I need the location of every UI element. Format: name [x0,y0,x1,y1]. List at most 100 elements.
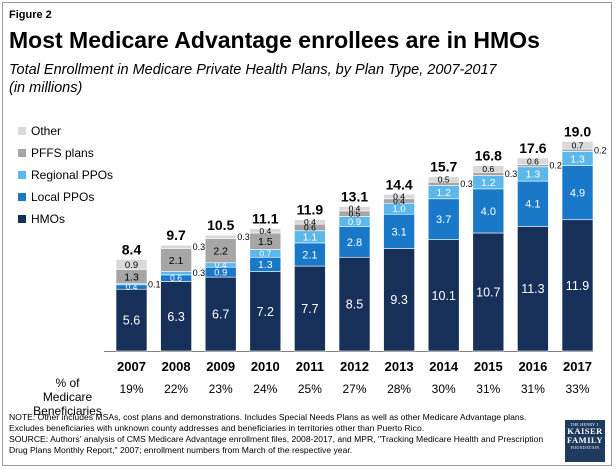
data-label-pffs-2016: 0.2 [549,161,562,171]
chart-subtitle: Total Enrollment in Medicare Private Hea… [9,61,529,97]
data-label-hmo-2016: 11.3 [521,282,544,296]
data-label-other-2016: 0.6 [527,156,539,166]
bar-segment-local_ppo-2013 [383,213,415,249]
bar-segment-hmo-2012 [338,256,371,352]
total-label-2014: 15.7 [430,159,457,175]
total-label-2015: 16.8 [475,148,502,164]
total-label-2017: 19.0 [564,123,591,139]
chart-notes: NOTE: Other includes MSAs, cost plans an… [9,412,554,456]
source-text: SOURCE: Authors' analysis of CMS Medicar… [9,434,544,455]
x-tick-label-2016: 2016 [518,359,547,374]
x-tick-label-2015: 2015 [474,359,503,374]
data-label-local_ppo-2017: 4.9 [570,188,585,200]
pct-beneficiaries-2017: 33% [565,382,589,396]
pct-beneficiaries-2009: 23% [209,382,233,396]
data-label-pffs-2013: 0.4 [393,196,405,206]
total-label-2011: 11.9 [297,202,324,218]
bar-segment-hmo-2014 [427,239,460,352]
bar-segment-local_ppo-2012 [338,226,371,258]
data-label-regional_ppo-2017: 1.3 [570,153,585,165]
pct-beneficiaries-2011: 25% [298,382,322,396]
data-label-hmo-2017: 11.9 [566,279,589,293]
data-label-local_ppo-2015: 4.0 [481,206,496,218]
data-label-local_ppo-2007: 0.4 [126,282,138,292]
data-label-other-2007: 0.9 [125,260,138,271]
legend-swatch-local_ppo [17,192,27,202]
bar-segment-other-2008 [160,244,192,249]
kff-logo: THE HENRY J. KAISER FAMILY FOUNDATION [565,420,605,462]
data-label-other-2010: 0.4 [259,226,271,236]
data-label-hmo-2009: 6.7 [212,308,229,322]
data-label-regional_ppo-2014: 1.2 [436,187,451,199]
pct-beneficiaries-2013: 28% [387,382,411,396]
legend-swatch-regional_ppo [17,170,27,180]
bar-segment-other-2017 [561,141,594,150]
bar-segment-hmo-2016 [517,226,549,352]
data-label-local_ppo-2010: 1.3 [258,259,273,271]
legend-item-other: Other [17,120,113,142]
legend-item-hmo: HMOs [17,208,113,230]
legend-item-pffs: PFFS plans [17,142,113,164]
note-text: NOTE: Other includes MSAs, cost plans an… [9,412,527,433]
total-label-2009: 10.5 [207,217,234,233]
data-label-other-2012: 0.4 [349,204,361,214]
data-label-pffs-2014: 0.3 [460,179,473,189]
data-label-regional_ppo-2009: 0.4 [215,260,227,270]
chart-title: Most Medicare Advantage enrollees are in… [9,27,540,53]
bar-segment-regional_ppo-2008 [160,271,192,276]
legend-swatch-pffs [17,148,27,158]
data-label-other-2013: 0.4 [393,192,405,202]
legend-label-local_ppo: Local PPOs [31,190,95,204]
bar-segment-other-2009 [204,234,237,239]
legend-label-hmo: HMOs [31,212,65,226]
bar-segment-hmo-2007 [115,288,148,352]
bar-segment-hmo-2017 [561,219,594,352]
legend-label-regional_ppo: Regional PPOs [31,168,114,182]
x-tick-label-2011: 2011 [296,359,324,374]
x-tick-label-2012: 2012 [340,359,369,374]
chart-legend: Other PFFS plans Regional PPOs Local PPOs HM… [17,120,113,230]
data-label-regional_ppo-2012: 0.9 [348,217,361,228]
data-label-pffs-2012: 0.5 [349,209,361,219]
pct-beneficiaries-2015: 31% [476,382,500,396]
data-label-local_ppo-2008: 0.6 [170,273,182,283]
total-label-2016: 17.6 [519,140,546,156]
pct-beneficiaries-2008: 22% [164,382,188,396]
data-label-hmo-2010: 7.2 [257,305,274,319]
total-label-2013: 14.4 [385,176,412,192]
legend-label-pffs: PFFS plans [31,146,94,160]
bar-segment-other-2016 [517,157,549,165]
bar-segment-hmo-2013 [383,248,415,352]
data-label-pffs-2009: 2.2 [213,245,228,257]
pct-row-label: % of Medicare Beneficiaries [33,376,102,418]
data-label-other-2015: 0.6 [482,164,494,174]
legend-label-other: Other [31,124,62,138]
data-label-local_ppo-2016: 4.1 [525,199,540,211]
figure-frame [2,2,612,466]
x-tick-label-2008: 2008 [162,359,191,374]
bar-segment-other-2011 [294,219,326,225]
pct-beneficiaries-2012: 27% [342,382,366,396]
data-label-hmo-2008: 6.3 [167,310,184,324]
data-label-other-2009: 0.3 [237,232,250,242]
bar-segment-other-2014 [427,176,460,183]
data-label-pffs-2010: 1.5 [258,236,273,248]
bar-segment-local_ppo-2015 [472,188,505,234]
data-label-pffs-2015: 0.3 [505,169,518,179]
data-label-other-2014: 0.5 [438,174,450,184]
data-label-hmo-2007: 5.6 [123,314,140,328]
total-label-2010: 11.1 [252,211,279,227]
bar-segment-other-2007 [115,259,148,270]
pct-beneficiaries-2010: 24% [253,382,277,396]
subtitle-line-2: (in millions) [9,80,83,96]
bar-segment-hmo-2008 [160,281,192,352]
bar-segment-other-2012 [338,206,371,212]
data-label-regional_ppo-2011: 1.1 [303,232,318,244]
total-label-2008: 9.7 [166,227,186,243]
data-label-local_ppo-2014: 3.7 [436,214,451,226]
legend-item-local_ppo: Local PPOs [17,186,113,208]
pct-beneficiaries-2014: 30% [432,382,456,396]
logo-line-1: KAISER [567,426,603,436]
x-tick-label-2013: 2013 [385,359,414,374]
